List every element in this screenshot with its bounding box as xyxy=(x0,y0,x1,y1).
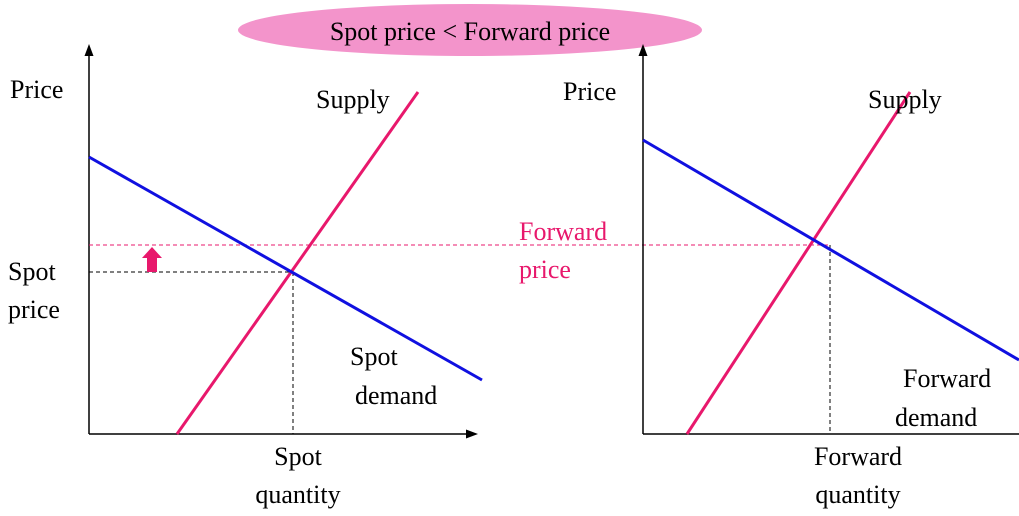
y-axis-label: Price xyxy=(563,77,616,106)
quantity-label: quantity xyxy=(255,480,340,509)
supply-label: Supply xyxy=(868,85,942,114)
demand-label: Spot xyxy=(350,342,398,371)
quantity-label: quantity xyxy=(815,480,900,509)
quantity-label: Spot xyxy=(274,442,322,471)
title: Spot price < Forward price xyxy=(330,17,610,46)
title-bubble xyxy=(238,4,702,56)
price-label: Spot xyxy=(8,257,56,286)
demand-label: demand xyxy=(355,381,437,410)
forward-price-label: price xyxy=(519,255,571,284)
demand-label: Forward xyxy=(903,364,991,393)
demand-curve xyxy=(88,155,483,382)
supply-curve xyxy=(685,91,912,435)
supply-curve xyxy=(175,91,420,435)
quantity-label: Forward xyxy=(814,442,902,471)
up-arrow xyxy=(142,247,162,272)
price-label: price xyxy=(8,295,60,324)
demand-curve xyxy=(642,138,1019,362)
demand-label: demand xyxy=(895,403,977,432)
forward-price-label: Forward xyxy=(519,217,607,246)
supply-label: Supply xyxy=(316,85,390,114)
y-axis-label: Price xyxy=(10,75,63,104)
